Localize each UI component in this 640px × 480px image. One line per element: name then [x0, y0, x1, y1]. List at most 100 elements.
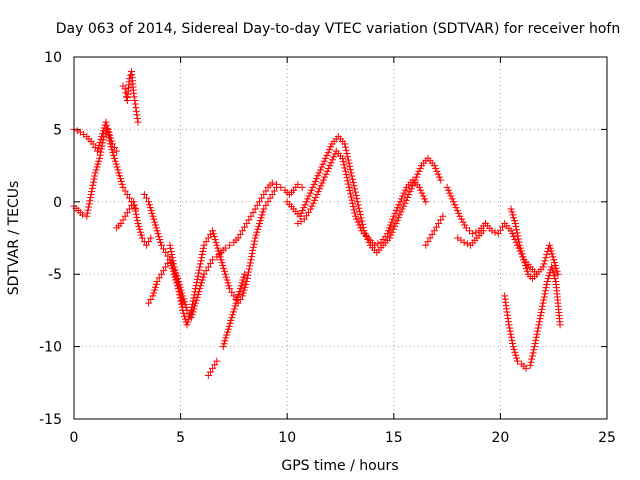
data-point	[131, 96, 139, 104]
data-point	[532, 336, 540, 344]
data-point	[238, 227, 246, 235]
data-point	[301, 201, 309, 209]
data-point	[134, 118, 142, 126]
data-point	[242, 280, 250, 288]
data-point	[123, 191, 131, 199]
data-point	[239, 289, 247, 297]
data-point	[250, 240, 258, 248]
data-point	[226, 285, 234, 293]
data-point	[512, 351, 520, 359]
data-point	[114, 166, 122, 174]
data-point	[249, 246, 257, 254]
data-point	[224, 279, 232, 287]
data-point	[543, 281, 551, 289]
data-point	[189, 297, 197, 305]
data-point	[349, 178, 357, 186]
data-point	[535, 321, 543, 329]
data-point	[541, 287, 549, 295]
data-point	[346, 187, 354, 195]
data-point	[387, 231, 395, 239]
data-point	[167, 259, 175, 267]
data-point	[102, 118, 110, 126]
data-point	[241, 223, 249, 231]
data-point	[156, 235, 164, 243]
data-point	[520, 256, 528, 264]
data-point	[513, 357, 521, 365]
data-point	[399, 192, 407, 200]
data-point	[526, 361, 534, 369]
data-point	[229, 311, 237, 319]
data-point	[519, 253, 527, 261]
data-point	[511, 348, 519, 356]
data-point	[221, 270, 229, 278]
data-point	[190, 291, 198, 299]
data-point	[407, 185, 415, 193]
data-point	[449, 198, 457, 206]
data-point	[550, 272, 558, 280]
data-point	[342, 170, 350, 178]
data-point	[168, 262, 176, 270]
data-point	[522, 262, 530, 270]
data-point	[319, 176, 327, 184]
data-point	[527, 358, 535, 366]
data-point	[457, 215, 465, 223]
data-point	[318, 179, 326, 187]
data-point	[389, 225, 397, 233]
data-point	[528, 355, 536, 363]
data-point	[327, 159, 335, 167]
data-point	[405, 191, 413, 199]
data-point	[176, 290, 184, 298]
data-point	[516, 241, 524, 249]
data-point	[453, 206, 461, 214]
data-point	[110, 151, 118, 159]
data-point	[341, 143, 349, 151]
data-point	[316, 185, 324, 193]
data-point	[537, 308, 545, 316]
data-point	[230, 305, 238, 313]
data-point	[507, 205, 515, 213]
data-point	[344, 180, 352, 188]
data-point	[514, 232, 522, 240]
data-point	[94, 160, 102, 168]
data-point	[392, 220, 400, 228]
data-point	[209, 230, 217, 238]
data-point	[351, 209, 359, 217]
data-point	[191, 288, 199, 296]
data-point	[312, 193, 320, 201]
data-point	[433, 167, 441, 175]
data-point	[188, 303, 196, 311]
data-point	[243, 220, 251, 228]
data-point	[308, 186, 316, 194]
data-point	[223, 331, 231, 339]
data-point	[255, 222, 263, 230]
data-point	[244, 271, 252, 279]
data-point	[171, 273, 179, 281]
data-point	[168, 264, 176, 272]
data-point	[247, 256, 255, 264]
data-point	[215, 247, 223, 255]
data-point	[249, 209, 257, 217]
data-point	[551, 275, 559, 283]
data-point	[113, 147, 121, 155]
data-point	[230, 292, 238, 300]
data-point	[435, 173, 443, 181]
data-point	[522, 264, 530, 272]
data-point	[211, 235, 219, 243]
data-point	[93, 163, 101, 171]
data-point	[115, 169, 123, 177]
data-point	[432, 223, 440, 231]
data-point	[108, 140, 116, 148]
data-point	[346, 162, 354, 170]
data-point	[325, 146, 333, 154]
data-point	[356, 211, 364, 219]
data-point	[206, 368, 214, 376]
data-point	[88, 184, 96, 192]
data-point	[270, 187, 278, 195]
data-point	[459, 218, 467, 226]
data-point	[534, 324, 542, 332]
data-point	[542, 254, 550, 262]
data-point	[349, 203, 357, 211]
data-point	[111, 144, 119, 151]
data-point	[184, 318, 192, 326]
data-point	[133, 111, 141, 119]
